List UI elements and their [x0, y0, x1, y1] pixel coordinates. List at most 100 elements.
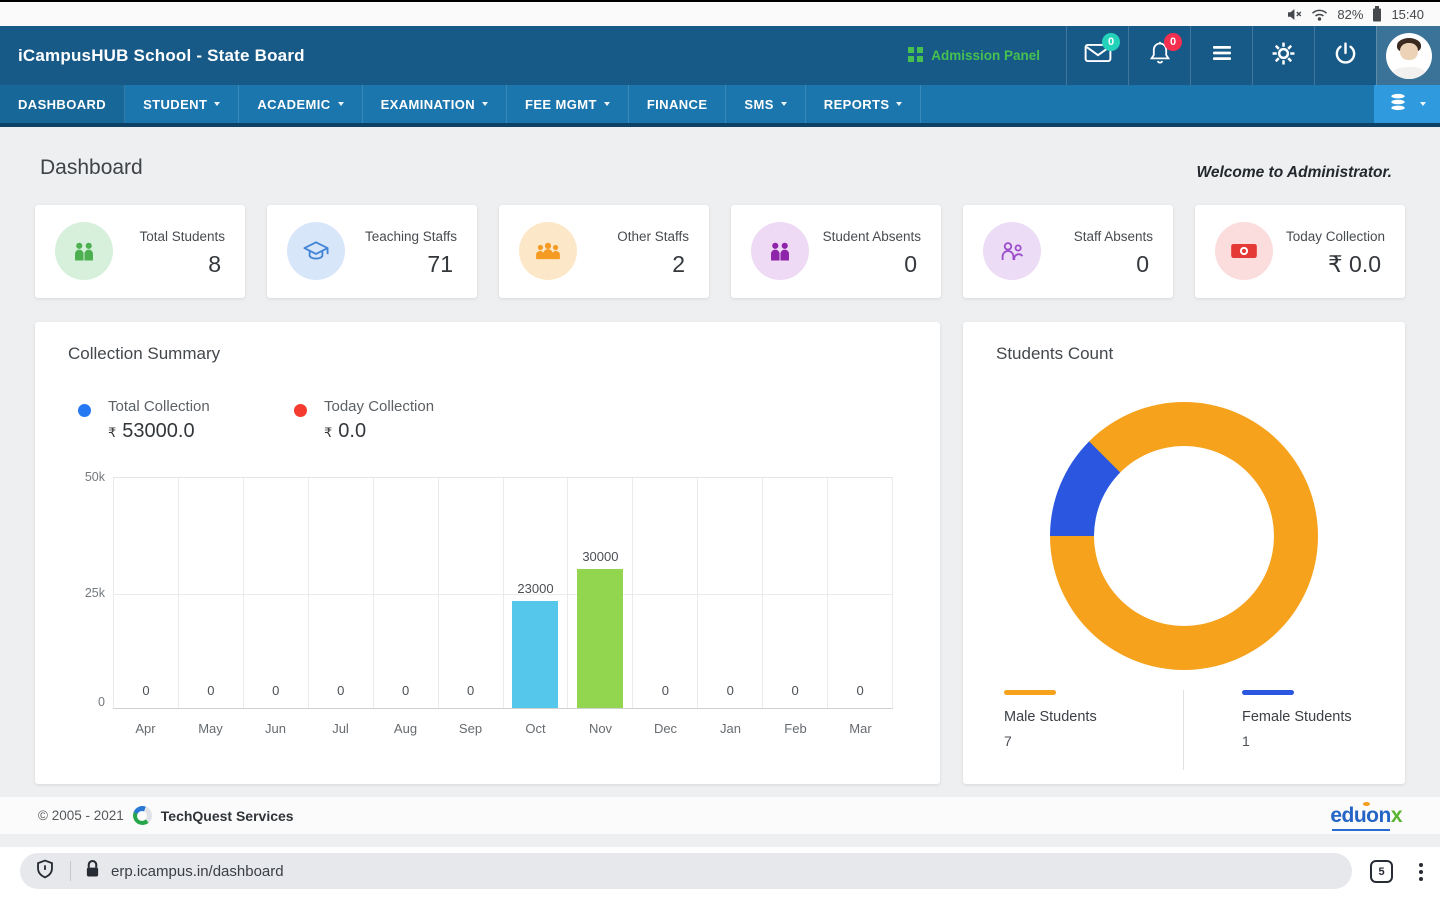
- legend-amount: 0.0: [338, 420, 367, 442]
- stat-card-staff-absents: Staff Absents 0: [963, 205, 1173, 298]
- chevron-down-icon: [603, 102, 610, 106]
- nav-reports[interactable]: REPORTS: [806, 85, 922, 123]
- page-title: Dashboard: [40, 156, 143, 179]
- stat-label: Staff Absents: [1073, 229, 1153, 244]
- x-axis-label: Feb: [784, 721, 807, 736]
- students-donut-chart: [1050, 402, 1318, 670]
- chevron-down-icon: [482, 102, 489, 106]
- nav-dashboard[interactable]: DASHBOARD: [0, 85, 126, 123]
- chevron-down-icon: [1420, 102, 1426, 106]
- graduation-cap-icon: [287, 222, 345, 280]
- legend-female-students: Female Students 1: [1184, 690, 1372, 770]
- rupee-symbol: ₹: [324, 425, 333, 440]
- x-axis-label: May: [198, 721, 223, 736]
- x-axis-label: Jul: [332, 721, 349, 736]
- url-bar[interactable]: erp.icampus.in/dashboard: [20, 853, 1352, 889]
- stat-value: 8: [208, 251, 221, 277]
- bar-oct: [512, 601, 559, 708]
- collection-bar-chart: 50k 25k 0 0 0 0 0 0 0 23000 30000 0 0 0 0 Apr May Jun…: [73, 470, 903, 747]
- profile-avatar[interactable]: [1376, 26, 1440, 85]
- stat-cards: Total Students 8 Teaching Staffs 71 Othe…: [35, 205, 1405, 298]
- money-icon: [1215, 222, 1273, 280]
- logout-button[interactable]: [1314, 26, 1376, 85]
- legend-bar-blue: [1242, 690, 1294, 695]
- battery-percent-text: 82%: [1337, 6, 1364, 22]
- x-axis-label: Nov: [588, 721, 613, 736]
- chart-legend: Total Collection ₹53000.0 Today Collecti…: [78, 398, 510, 443]
- legend-male-students: Male Students 7: [996, 690, 1184, 770]
- volume-mute-icon: [1287, 8, 1302, 21]
- techquest-logo-icon: [132, 806, 152, 825]
- stat-value: 0: [1136, 251, 1149, 277]
- settings-button[interactable]: [1252, 26, 1314, 85]
- clock-text: 15:40: [1391, 6, 1424, 22]
- bar-column-apr: 0: [113, 478, 178, 708]
- company-name: TechQuest Services: [160, 807, 294, 824]
- chevron-down-icon: [896, 102, 903, 106]
- stat-label: Other Staffs: [617, 229, 689, 244]
- nav-academic[interactable]: ACADEMIC: [239, 85, 363, 123]
- notifications-badge: 0: [1164, 33, 1182, 51]
- app-title: iCampusHUB School - State Board: [18, 45, 305, 65]
- stat-value: 2: [672, 251, 685, 277]
- bar-value-label: 0: [466, 683, 475, 698]
- nav-finance[interactable]: FINANCE: [629, 85, 727, 123]
- list-icon: [1210, 43, 1234, 68]
- wifi-icon: [1311, 8, 1328, 21]
- bar-column-aug: 0: [372, 478, 438, 708]
- y-axis-tick: 25k: [84, 586, 105, 600]
- stat-card-today-collection: Today Collection ₹ 0.0: [1195, 205, 1405, 298]
- rupee-symbol: ₹: [108, 425, 117, 440]
- legend-bar-orange: [1004, 690, 1056, 695]
- browser-bar: erp.icampus.in/dashboard 5: [0, 847, 1440, 900]
- nav-examination[interactable]: EXAMINATION: [363, 85, 508, 123]
- legend-dot-blue: [78, 404, 91, 417]
- y-axis-tick: 0: [98, 695, 105, 709]
- legend-amount: 53000.0: [122, 420, 195, 442]
- url-text: erp.icampus.in/dashboard: [111, 862, 284, 880]
- bar-column-mar: 0: [827, 478, 894, 708]
- admission-panel-link[interactable]: Admission Panel: [898, 26, 1066, 85]
- bar-value-label: 0: [856, 683, 864, 698]
- bar-column-dec: 0: [632, 478, 697, 708]
- bar-value-label: 0: [791, 683, 799, 698]
- bar-value-label: 0: [142, 683, 150, 698]
- bar-nov: [577, 568, 624, 708]
- database-stack-icon: [1388, 92, 1408, 117]
- nav-student[interactable]: STUDENT: [125, 85, 240, 123]
- browser-menu-button[interactable]: [1414, 859, 1428, 885]
- messages-badge: 0: [1102, 33, 1120, 51]
- logo-underline: [1332, 829, 1391, 831]
- bar-column-nov: 30000: [567, 478, 632, 708]
- bar-column-may: 0: [177, 478, 243, 708]
- collection-summary-panel: Collection Summary Total Collection ₹530…: [35, 322, 940, 784]
- x-axis-label: Aug: [393, 721, 418, 736]
- messages-button[interactable]: 0: [1066, 26, 1128, 85]
- nav-sms[interactable]: SMS: [726, 85, 806, 123]
- bar-value-label: 0: [402, 683, 410, 698]
- main-nav: DASHBOARD STUDENT ACADEMIC EXAMINATION F…: [0, 85, 1440, 127]
- divider: [70, 861, 71, 881]
- stat-label: Teaching Staffs: [364, 229, 457, 244]
- tab-counter-button[interactable]: 5: [1370, 860, 1393, 883]
- status-bar: 82% 15:40: [0, 0, 1440, 26]
- bar-value-label: 0: [272, 683, 280, 698]
- chevron-down-icon: [780, 102, 787, 106]
- admission-panel-label: Admission Panel: [931, 48, 1040, 63]
- bar-value-label: 23000: [517, 581, 554, 597]
- bar-value-label: 0: [661, 683, 669, 698]
- notifications-button[interactable]: 0: [1128, 26, 1190, 85]
- panel-title: Collection Summary: [68, 344, 221, 363]
- footer: © 2005 - 2021 TechQuest Services eduonx: [0, 797, 1440, 834]
- stat-label: Today Collection: [1285, 229, 1385, 244]
- shield-icon[interactable]: [34, 857, 56, 886]
- nav-fee-mgmt[interactable]: FEE MGMT: [507, 85, 629, 123]
- lock-icon: [85, 859, 100, 883]
- x-axis-label: Jan: [720, 721, 741, 736]
- group-icon: [519, 222, 577, 280]
- chevron-down-icon: [214, 102, 221, 106]
- envelope-icon: [1084, 43, 1112, 68]
- menu-list-button[interactable]: [1190, 26, 1252, 85]
- nav-apps-button[interactable]: [1374, 85, 1440, 123]
